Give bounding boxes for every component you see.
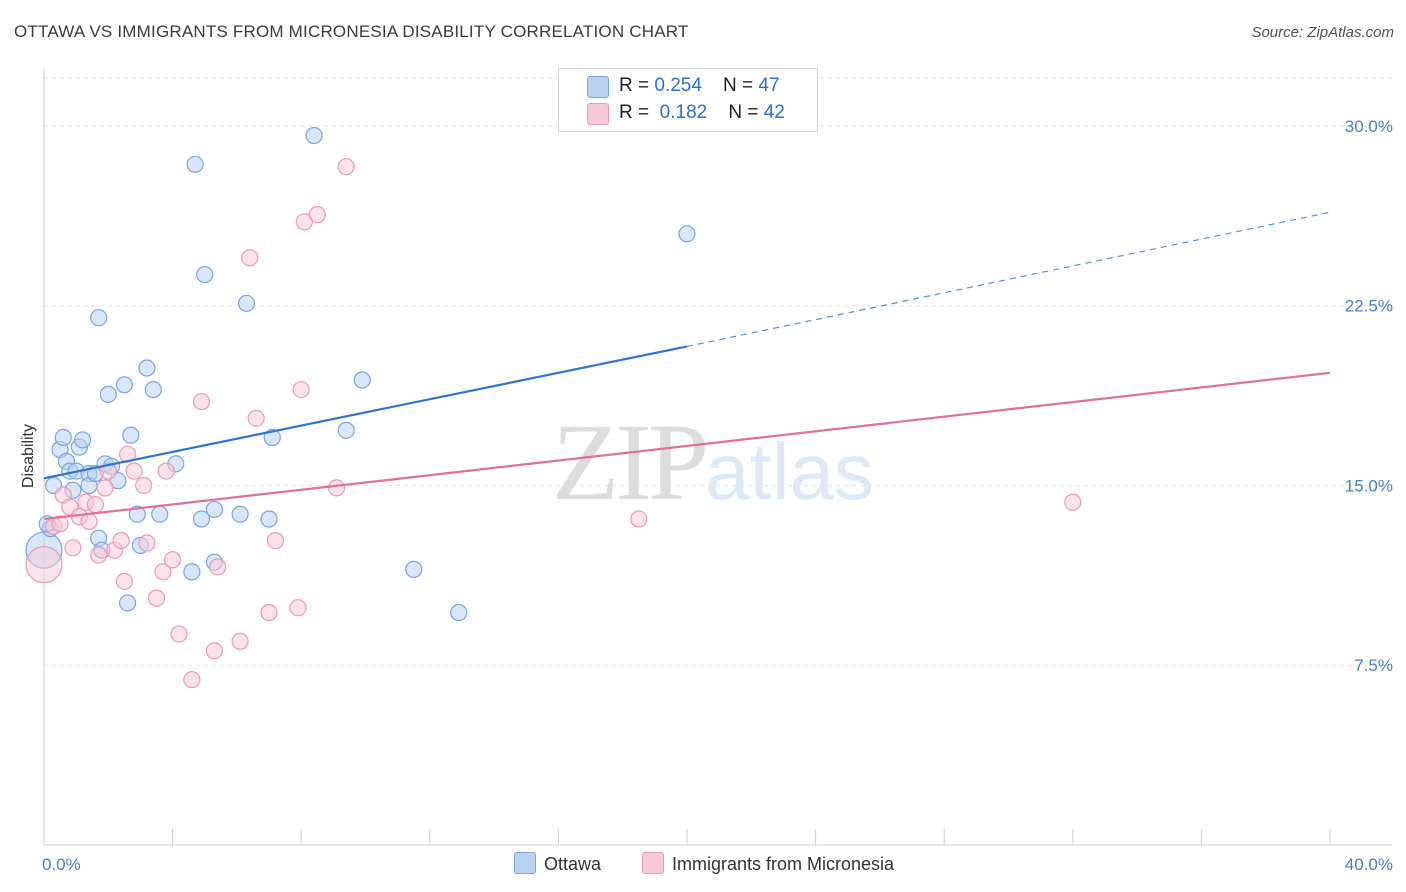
- trendline-micronesia: [43, 371, 1331, 521]
- point-micronesia-21: [154, 563, 172, 581]
- point-ottawa-30: [183, 563, 201, 581]
- point-ottawa-33: [196, 265, 214, 284]
- point-ottawa-31: [186, 155, 204, 173]
- point-ottawa-44: [450, 603, 468, 622]
- legend-n-label-ottawa: N =: [723, 75, 759, 96]
- point-micronesia-36: [295, 213, 314, 231]
- point-micronesia-37: [308, 206, 326, 224]
- bottom-legend-label-micronesia: Immigrants from Micronesia: [672, 854, 895, 874]
- legend-n-value-ottawa: 47: [758, 75, 780, 96]
- point-micronesia-18: [135, 476, 153, 495]
- bottom-legend-ottawa: Ottawa: [514, 852, 601, 875]
- watermark-atlas: atlas: [705, 427, 874, 516]
- point-ottawa-43: [405, 560, 423, 578]
- point-ottawa-23: [122, 426, 140, 444]
- point-ottawa-45: [678, 225, 696, 243]
- point-ottawa-21: [115, 376, 133, 394]
- point-micronesia-40: [630, 510, 648, 528]
- point-ottawa-39: [263, 428, 281, 447]
- legend-r-value-ottawa: 0.254: [654, 75, 702, 96]
- point-micronesia-10: [90, 546, 108, 564]
- point-micronesia-0: [25, 545, 63, 584]
- point-micronesia-2: [51, 515, 69, 533]
- point-ottawa-34: [205, 500, 223, 519]
- point-ottawa-22: [118, 594, 137, 612]
- legend-r-value-micronesia: 0.182: [659, 102, 708, 123]
- point-ottawa-26: [138, 359, 156, 377]
- point-ottawa-37: [237, 294, 256, 312]
- point-micronesia-5: [64, 539, 82, 557]
- point-micronesia-29: [231, 632, 249, 650]
- legend-swatch-ottawa: [587, 76, 609, 98]
- point-micronesia-34: [289, 599, 307, 617]
- watermark: ZIPatlas: [552, 398, 874, 526]
- point-micronesia-15: [115, 572, 133, 590]
- x-tick-label-0: 0.0%: [42, 855, 81, 874]
- chart-title: OTTAWA VS IMMIGRANTS FROM MICRONESIA DIS…: [14, 22, 689, 41]
- point-micronesia-31: [247, 409, 265, 427]
- point-micronesia-35: [292, 380, 310, 399]
- legend-n-value-micronesia: 42: [763, 102, 785, 123]
- point-micronesia-39: [337, 158, 355, 176]
- legend-r-label-micronesia: R =: [619, 102, 655, 123]
- point-micronesia-11: [96, 479, 114, 497]
- y-tick-label-1: 15.0%: [1345, 476, 1393, 495]
- trendline-extension-ottawa: [686, 211, 1331, 348]
- point-ottawa-24: [128, 505, 146, 523]
- point-ottawa-40: [305, 126, 323, 145]
- bottom-legend-micronesia: Immigrants from Micronesia: [642, 852, 894, 875]
- point-ottawa-32: [192, 510, 211, 528]
- watermark-zip: ZIP: [552, 401, 709, 523]
- point-ottawa-15: [90, 309, 108, 327]
- point-micronesia-17: [125, 462, 143, 480]
- point-micronesia-23: [164, 551, 182, 569]
- y-axis-label: Disability: [20, 424, 37, 488]
- point-micronesia-28: [209, 558, 227, 576]
- point-ottawa-4: [54, 428, 72, 447]
- point-ottawa-10: [73, 431, 92, 449]
- point-ottawa-36: [231, 505, 249, 523]
- point-micronesia-27: [205, 642, 223, 660]
- point-micronesia-24: [170, 625, 188, 643]
- legend-r-label-ottawa: R =: [619, 75, 655, 96]
- x-tick-label-1: 40.0%: [1345, 855, 1393, 874]
- point-micronesia-14: [112, 531, 130, 550]
- bottom-legend-label-ottawa: Ottawa: [544, 854, 602, 874]
- bottom-legend-swatch-ottawa: [514, 852, 536, 874]
- point-ottawa-18: [99, 385, 117, 403]
- trendline-ottawa: [43, 345, 688, 480]
- point-micronesia-25: [183, 671, 201, 689]
- point-micronesia-19: [138, 534, 156, 552]
- legend-n-label-micronesia: N =: [728, 102, 764, 123]
- point-micronesia-20: [147, 589, 166, 607]
- legend-swatch-micronesia: [587, 103, 609, 125]
- point-micronesia-9: [86, 496, 105, 514]
- point-ottawa-42: [353, 371, 371, 389]
- y-tick-label-2: 22.5%: [1345, 297, 1393, 316]
- bottom-legend-swatch-micronesia: [642, 852, 664, 874]
- y-tick-label-3: 30.0%: [1345, 117, 1393, 136]
- correlation-legend: R = 0.254 N = 47 R = 0.182 N = 42: [558, 68, 818, 132]
- point-ottawa-38: [260, 510, 278, 528]
- point-micronesia-38: [327, 479, 346, 497]
- point-ottawa-28: [151, 505, 169, 523]
- point-micronesia-41: [1064, 493, 1082, 511]
- point-micronesia-32: [260, 603, 278, 622]
- point-micronesia-16: [118, 445, 137, 463]
- point-micronesia-26: [192, 392, 211, 411]
- chart-source: Source: ZipAtlas.com: [1251, 24, 1394, 41]
- point-micronesia-22: [157, 462, 175, 480]
- point-ottawa-27: [144, 380, 162, 399]
- point-micronesia-33: [266, 531, 285, 550]
- point-micronesia-12: [99, 462, 117, 480]
- point-micronesia-8: [80, 512, 98, 531]
- point-micronesia-30: [241, 249, 259, 267]
- y-tick-label-0: 7.5%: [1354, 656, 1393, 675]
- point-ottawa-41: [337, 421, 355, 439]
